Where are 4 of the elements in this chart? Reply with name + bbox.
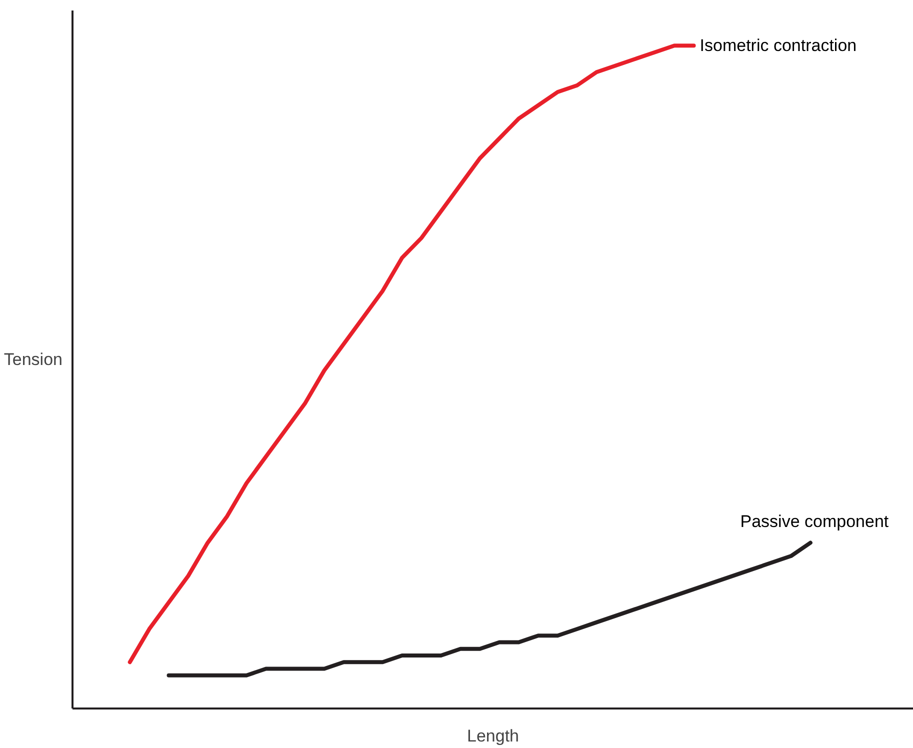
- series-label: Passive component: [740, 512, 889, 531]
- x-axis-title: Length: [467, 726, 519, 746]
- series-label: Isometric contraction: [700, 36, 857, 56]
- y-axis-title: Tension: [4, 350, 63, 369]
